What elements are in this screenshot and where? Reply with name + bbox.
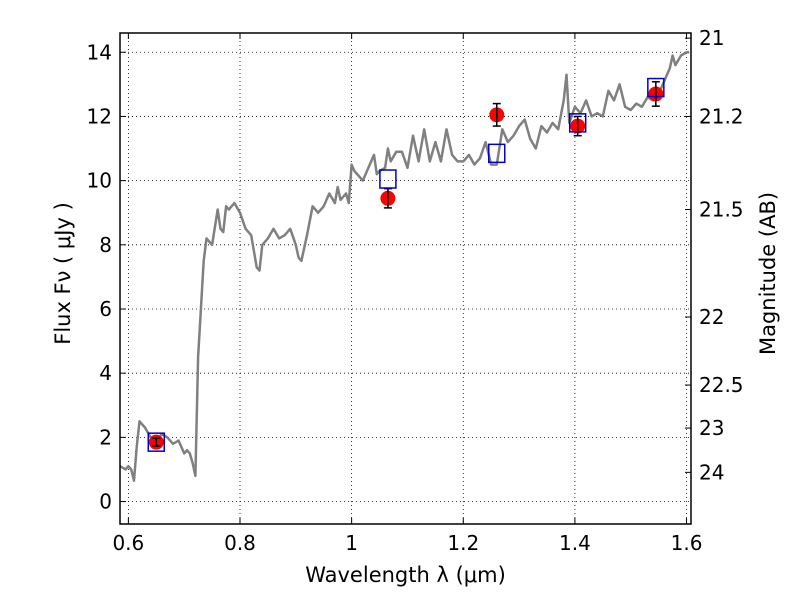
- y-tick-label: 4: [99, 361, 112, 385]
- x-tick-label: 1.6: [671, 531, 703, 555]
- model-flux-square: [568, 113, 587, 133]
- y2-tick-label: 23: [699, 416, 724, 440]
- y-axis-label: Flux Fν ( μJy ): [51, 202, 75, 345]
- y-tick-label: 12: [87, 104, 112, 128]
- model-flux-square: [379, 169, 397, 189]
- y-tick-label: 6: [99, 297, 112, 321]
- y-tick-label: 0: [99, 490, 112, 514]
- y2-axis-label: Magnitude (AB): [756, 192, 780, 355]
- y2-tick-label: 21: [699, 26, 724, 50]
- axis-ticks: 0.6 0.8 1 1.2 1.4 1.6024681012142121.221.5222…: [87, 26, 744, 555]
- y2-tick-label: 21.2: [699, 104, 744, 128]
- y-tick-label: 8: [99, 233, 112, 257]
- model-flux-square: [488, 143, 506, 164]
- x-tick-label: 0.6: [112, 531, 144, 555]
- y2-tick-label: 22.5: [699, 373, 744, 397]
- y2-tick-label: 24: [699, 460, 724, 484]
- y-tick-label: 2: [99, 425, 112, 449]
- model-flux-square: [647, 77, 665, 98]
- model-flux-square: [147, 432, 166, 452]
- photometry-markers: [147, 77, 665, 452]
- spectrum-curve-layer: [120, 51, 690, 482]
- x-axis-label: Wavelength λ (μm): [305, 563, 506, 587]
- y-tick-label: 14: [87, 40, 112, 64]
- y2-tick-label: 22: [699, 305, 724, 329]
- x-tick-label: 1: [345, 531, 358, 555]
- x-tick-label: 1.2: [447, 531, 479, 555]
- y2-tick-label: 21.5: [699, 198, 744, 222]
- spectrum-line: [120, 51, 690, 482]
- y-tick-label: 10: [87, 169, 112, 193]
- plot-frame: [119, 32, 692, 525]
- x-tick-label: 1.4: [559, 531, 591, 555]
- x-tick-label: 0.8: [224, 531, 256, 555]
